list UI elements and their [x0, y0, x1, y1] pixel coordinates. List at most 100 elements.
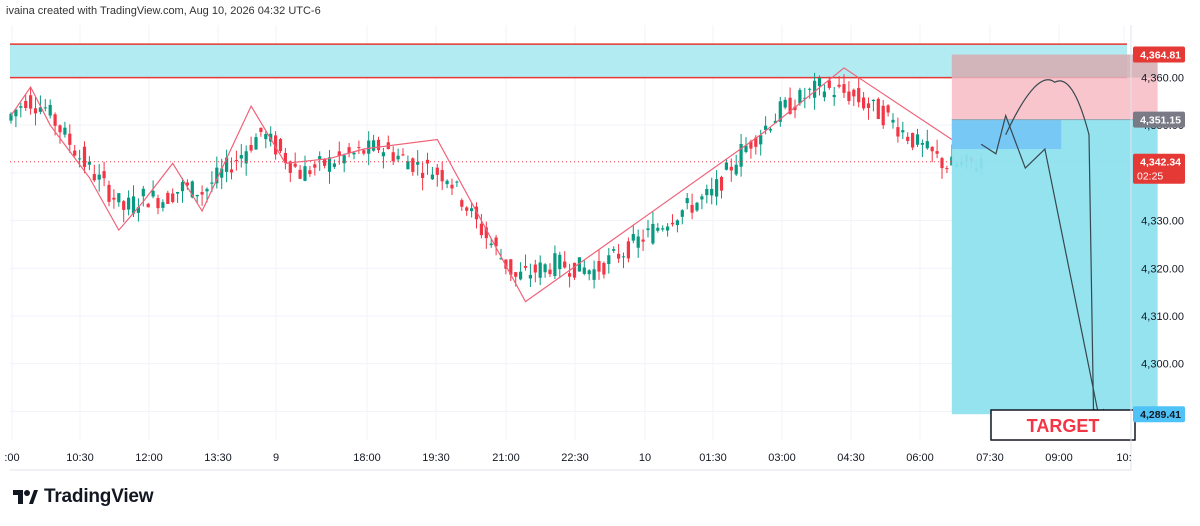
candle-body: [337, 151, 341, 157]
candle-body: [813, 80, 817, 98]
candle-body: [837, 84, 841, 87]
y-tick-label: 4,360.00: [1141, 72, 1184, 84]
candle-body: [107, 184, 111, 202]
candle-body: [857, 88, 861, 103]
target-box: [990, 409, 1136, 441]
candle-body: [259, 127, 263, 133]
x-tick-label: 10:30: [66, 452, 94, 464]
candle-body: [102, 171, 106, 179]
candle-body: [827, 80, 831, 88]
y-tick-label: 4,330.00: [1141, 216, 1184, 228]
candle-body: [293, 163, 297, 167]
candle-body: [29, 95, 33, 109]
candle-body: [641, 239, 645, 242]
candle-body: [131, 196, 136, 214]
candle-body: [710, 188, 714, 196]
candle-body: [278, 139, 283, 152]
candle-body: [327, 157, 332, 172]
candle-body: [631, 234, 635, 241]
candle-body: [680, 210, 684, 217]
candle-body: [112, 197, 116, 200]
candle-body: [822, 91, 826, 98]
x-tick-label: 10:: [1116, 452, 1131, 464]
price-label-text: 4,351.15: [1140, 115, 1181, 127]
candle-body: [53, 114, 57, 126]
candle-body: [87, 161, 91, 165]
candle-body: [362, 150, 366, 154]
candle-body: [416, 162, 420, 165]
candle-body: [935, 151, 939, 154]
candle-body: [915, 134, 920, 145]
candle-body: [685, 198, 689, 204]
candle-body: [63, 127, 67, 135]
candle-body: [24, 100, 28, 109]
x-tick-label: 9: [273, 452, 279, 464]
target-label: TARGET: [1027, 416, 1100, 436]
candle-body: [675, 220, 679, 226]
candle-body: [450, 184, 454, 189]
candle-body: [862, 97, 866, 109]
candle-body: [548, 269, 552, 275]
candle-body: [817, 77, 822, 87]
candle-body: [210, 182, 214, 184]
x-tick-label: 10: [639, 452, 651, 464]
short-position-tool: [951, 54, 1158, 415]
candle-body: [58, 125, 62, 133]
pattern-zigzag: [10, 67, 953, 303]
candle-body: [313, 164, 317, 168]
candle-body: [587, 270, 591, 275]
candle-body: [357, 147, 361, 149]
x-tick-label: 12:00: [135, 452, 163, 464]
candle-body: [705, 189, 709, 196]
candle-body: [901, 130, 905, 133]
candle-body: [504, 259, 508, 269]
candle-body: [474, 206, 479, 220]
candle-body: [323, 159, 327, 166]
candle-body: [33, 108, 38, 114]
candle-body: [607, 255, 611, 264]
candle-body: [425, 159, 430, 164]
candle-body: [367, 140, 371, 154]
candle-body: [602, 262, 606, 275]
candle-body: [656, 227, 660, 231]
projection-zigzag: [980, 113, 1100, 417]
candle-body: [695, 202, 699, 211]
x-tick-label: 03:00: [768, 452, 796, 464]
chart-attribution: ivaina created with TradingView.com, Aug…: [6, 5, 321, 17]
x-tick-label: 01:30: [699, 452, 727, 464]
candle-body: [151, 190, 155, 197]
candle-body: [254, 137, 258, 150]
candle-body: [161, 202, 165, 208]
x-tick-label: 22:30: [561, 452, 589, 464]
candle-body: [572, 262, 577, 278]
candle-body: [832, 94, 836, 98]
candle-body: [381, 152, 385, 157]
candle-body: [646, 228, 650, 231]
tradingview-brand[interactable]: TradingView: [12, 486, 154, 508]
candle-body: [200, 192, 204, 195]
candle-body: [798, 89, 802, 104]
candle-body: [749, 141, 753, 149]
candle-body: [881, 105, 885, 126]
candle-body: [332, 163, 336, 167]
candle-body: [499, 258, 503, 260]
price-label-text: 4,289.41: [1140, 409, 1181, 421]
candle-body: [180, 182, 185, 192]
candle-body: [244, 151, 248, 164]
candle-body: [876, 98, 880, 119]
candle-body: [719, 176, 724, 191]
candle-body: [568, 273, 572, 277]
candle-body: [494, 237, 498, 247]
candle-body: [225, 157, 229, 172]
candle-body: [519, 271, 523, 280]
axes: 4,360.004,350.004,340.004,330.004,320.00…: [4, 25, 1185, 471]
x-tick-label: 06:00: [906, 452, 934, 464]
candle-body: [117, 193, 121, 203]
candle-body: [421, 172, 425, 178]
candle-body: [347, 147, 351, 154]
candle-body: [14, 109, 18, 117]
candle-body: [925, 141, 929, 149]
candle-body: [43, 107, 47, 109]
candle-body: [911, 132, 915, 148]
